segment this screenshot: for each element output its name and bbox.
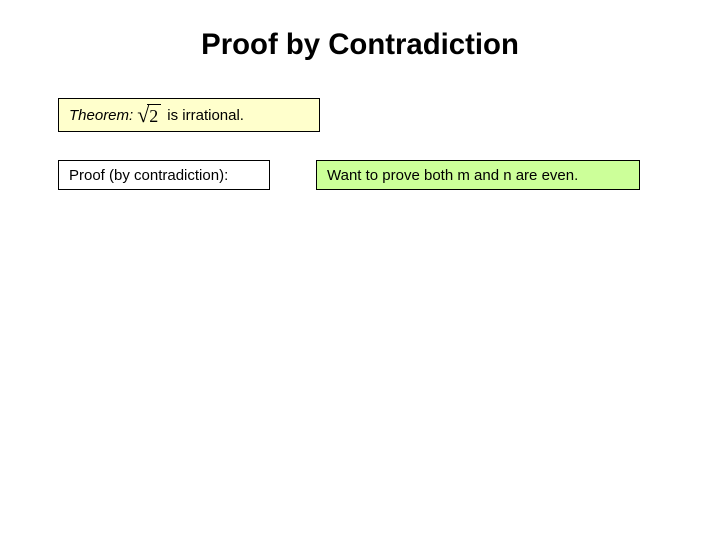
radicand: 2 bbox=[147, 104, 161, 126]
theorem-box: Theorem: √ 2 is irrational. bbox=[58, 98, 320, 132]
theorem-suffix: is irrational. bbox=[167, 107, 244, 124]
theorem-label: Theorem: bbox=[69, 107, 133, 124]
want-box: Want to prove both m and n are even. bbox=[316, 160, 640, 190]
proof-text: Proof (by contradiction): bbox=[69, 167, 228, 184]
sqrt-icon: √ 2 bbox=[137, 104, 161, 126]
proof-box: Proof (by contradiction): bbox=[58, 160, 270, 190]
slide-title: Proof by Contradiction bbox=[0, 28, 720, 62]
want-text: Want to prove both m and n are even. bbox=[327, 167, 578, 184]
slide: Proof by Contradiction Theorem: √ 2 is i… bbox=[0, 0, 720, 540]
